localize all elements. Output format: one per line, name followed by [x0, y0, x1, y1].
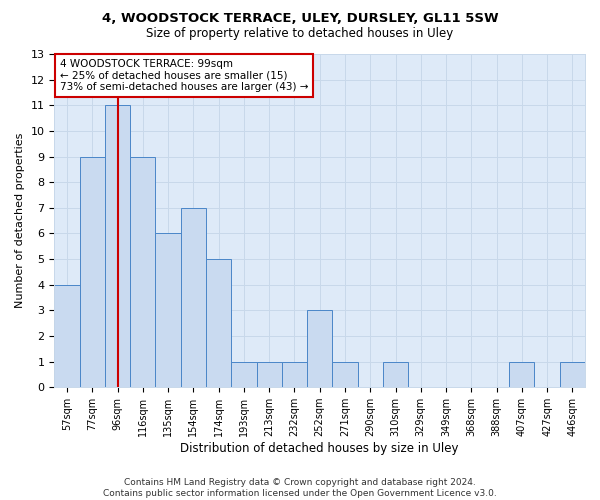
Bar [332, 362, 358, 387]
Y-axis label: Number of detached properties: Number of detached properties [15, 133, 25, 308]
Bar [80, 156, 105, 387]
Bar [509, 362, 535, 387]
Text: 4 WOODSTOCK TERRACE: 99sqm
← 25% of detached houses are smaller (15)
73% of semi: 4 WOODSTOCK TERRACE: 99sqm ← 25% of deta… [60, 59, 308, 92]
Bar [155, 234, 181, 387]
Bar [130, 156, 155, 387]
Bar [206, 259, 231, 387]
Bar [55, 284, 80, 387]
Bar [257, 362, 282, 387]
Bar [383, 362, 408, 387]
Bar [105, 106, 130, 387]
X-axis label: Distribution of detached houses by size in Uley: Distribution of detached houses by size … [181, 442, 459, 455]
Bar [307, 310, 332, 387]
Bar [231, 362, 257, 387]
Bar [181, 208, 206, 387]
Bar [560, 362, 585, 387]
Text: 4, WOODSTOCK TERRACE, ULEY, DURSLEY, GL11 5SW: 4, WOODSTOCK TERRACE, ULEY, DURSLEY, GL1… [101, 12, 499, 26]
Text: Size of property relative to detached houses in Uley: Size of property relative to detached ho… [146, 28, 454, 40]
Text: Contains HM Land Registry data © Crown copyright and database right 2024.
Contai: Contains HM Land Registry data © Crown c… [103, 478, 497, 498]
Bar [282, 362, 307, 387]
